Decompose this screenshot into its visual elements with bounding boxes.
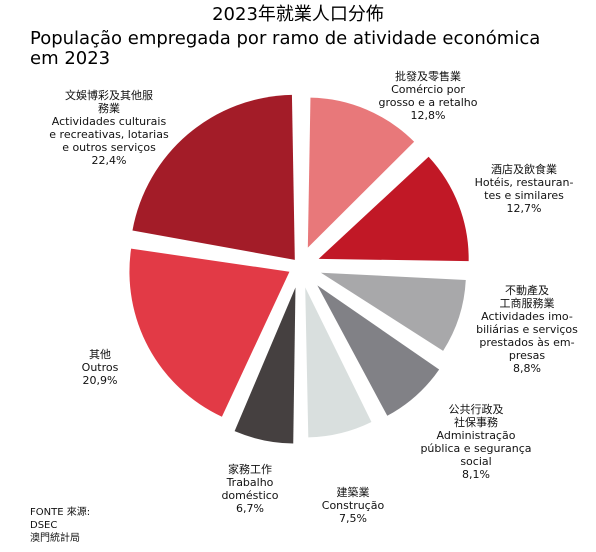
slice-label-hotels: 酒店及飲食業 Hotéis, restauran-tes e similares 1… bbox=[475, 162, 574, 215]
source-line-2: DSEC bbox=[30, 520, 57, 531]
slice-label-others: 其他 Outros 20,9% bbox=[82, 348, 119, 387]
slice-label-line: social bbox=[460, 455, 491, 468]
slice-label-line: Trabalho bbox=[226, 476, 274, 489]
slice-value-label: 22,4% bbox=[92, 154, 127, 167]
slice-label-line: Comércio por bbox=[391, 83, 465, 96]
chart-title-portuguese-line2: em 2023 bbox=[30, 48, 110, 69]
pie-slice-public-admin bbox=[317, 285, 440, 416]
source-line-3: 澳門統計局 bbox=[30, 531, 80, 544]
source-line-1: FONTE 來源: bbox=[30, 505, 90, 518]
pie-slice-others bbox=[129, 248, 290, 417]
pie-slice-domestic bbox=[234, 287, 296, 444]
slice-label-line: prestados às em- bbox=[479, 336, 574, 349]
slice-label-line: 公共行政及 bbox=[449, 402, 504, 416]
slice-label-line: 家務工作 bbox=[228, 462, 272, 476]
slice-label-line: tes e similares bbox=[484, 189, 564, 202]
source-note: FONTE 來源: DSEC 澳門統計局 bbox=[30, 505, 90, 544]
slice-label-line: e outros serviços bbox=[62, 141, 156, 154]
slice-label-line: grosso e a retalho bbox=[378, 96, 477, 109]
slice-label-line: pública e segurança bbox=[420, 442, 531, 455]
slice-value-label: 8,1% bbox=[462, 468, 490, 481]
pie-slices bbox=[129, 94, 469, 444]
slice-label-line: Administração bbox=[437, 429, 516, 442]
pie-slice-culture-gaming bbox=[132, 94, 295, 260]
slice-label-line: Construção bbox=[322, 499, 385, 512]
slice-label-culture-gaming: 文娛博彩及其他服務業 Actividades culturais e recreat… bbox=[49, 88, 169, 167]
slice-label-line: doméstico bbox=[221, 489, 278, 502]
slice-label-line: 社保事務 bbox=[454, 415, 498, 429]
slice-label-line: 酒店及飲食業 bbox=[491, 162, 557, 176]
slice-label-line: Outros bbox=[82, 361, 119, 374]
slice-label-line: 文娛博彩及其他服 bbox=[65, 88, 153, 102]
slice-label-line: 不動產及 bbox=[505, 283, 549, 297]
slice-label-line: biliárias e serviços bbox=[476, 323, 578, 336]
slice-label-line: 其他 bbox=[89, 348, 111, 361]
slice-label-line: 建築業 bbox=[337, 485, 370, 499]
slice-label-line: presas bbox=[509, 349, 546, 362]
slice-label-line: 務業 bbox=[98, 101, 120, 115]
slice-label-public-admin: 公共行政及社保事務 Administração pública e seguranç… bbox=[420, 402, 531, 481]
slice-labels: 批發及零售業 Comércio por grosso e a retalho 12,8… bbox=[49, 69, 578, 525]
slice-label-line: 批發及零售業 bbox=[395, 69, 461, 83]
slice-value-label: 7,5% bbox=[339, 512, 367, 525]
pie-slice-retail bbox=[307, 97, 415, 248]
slice-label-line: 工商服務業 bbox=[500, 296, 555, 310]
slice-label-line: Hotéis, restauran- bbox=[475, 176, 574, 189]
pie-slice-hotels bbox=[318, 156, 469, 262]
chart-title-portuguese-line1: População empregada por ramo de atividad… bbox=[30, 28, 540, 49]
slice-value-label: 6,7% bbox=[236, 502, 264, 515]
slice-value-label: 8,8% bbox=[513, 362, 541, 375]
pie-slice-real-estate bbox=[320, 272, 466, 351]
slice-value-label: 12,8% bbox=[411, 109, 446, 122]
chart-title-chinese: 2023年就業人口分佈 bbox=[212, 4, 384, 25]
slice-label-line: Actividades culturais bbox=[52, 115, 167, 128]
slice-value-label: 12,7% bbox=[507, 202, 542, 215]
slice-label-domestic: 家務工作 Trabalho doméstico 6,7% bbox=[221, 462, 278, 515]
slice-label-real-estate: 不動產及工商服務業 Actividades imo-biliárias e ser… bbox=[476, 283, 578, 375]
slice-label-construction: 建築業 Construção 7,5% bbox=[322, 485, 385, 525]
slice-value-label: 20,9% bbox=[83, 374, 118, 387]
pie-slice-construction bbox=[305, 287, 372, 438]
slice-label-line: Actividades imo- bbox=[481, 310, 573, 323]
slice-label-retail: 批發及零售業 Comércio por grosso e a retalho 12,8… bbox=[378, 69, 477, 122]
slice-label-line: e recreativas, lotarias bbox=[49, 128, 169, 141]
